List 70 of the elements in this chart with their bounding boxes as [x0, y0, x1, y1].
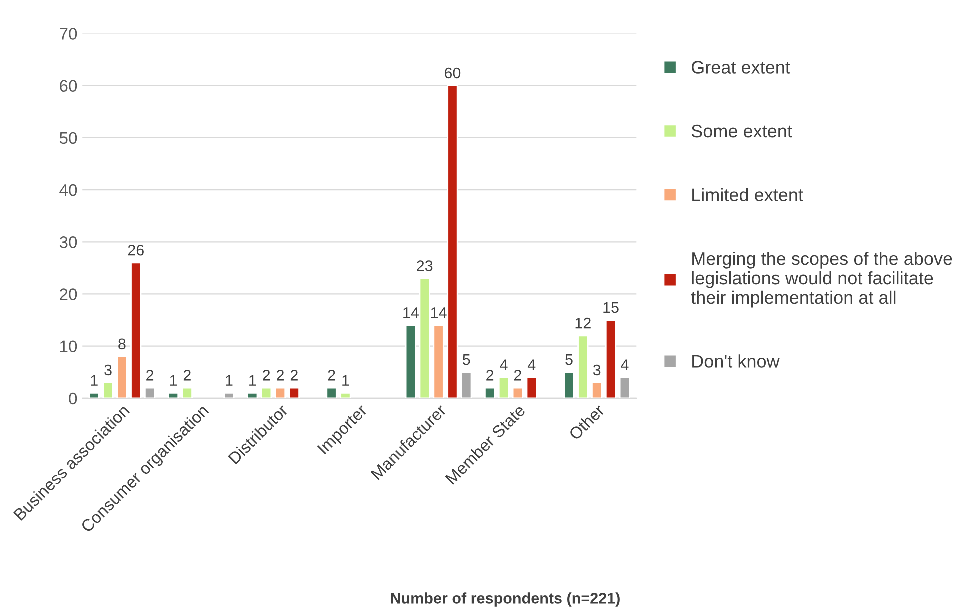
- bar: [144, 387, 156, 398]
- bar: [619, 376, 631, 398]
- data-label: 15: [604, 302, 619, 314]
- data-label: 1: [170, 375, 177, 386]
- data-label: 1: [342, 375, 350, 386]
- data-label: 1: [250, 375, 256, 386]
- data-label: 2: [277, 370, 284, 381]
- data-label: 2: [184, 370, 191, 381]
- data-label: 1: [91, 375, 98, 386]
- legend-label: Limited extent: [692, 188, 804, 202]
- y-tick-label: 70: [60, 28, 78, 40]
- bar: [461, 372, 472, 398]
- data-label: 2: [263, 370, 270, 381]
- bar: [484, 387, 496, 398]
- data-label: 12: [576, 318, 591, 329]
- data-label: 5: [463, 354, 470, 366]
- y-tick-label: 50: [60, 132, 78, 144]
- bar: [447, 85, 458, 398]
- bar: [116, 356, 128, 398]
- bar: [564, 372, 575, 398]
- bar: [224, 392, 235, 398]
- x-axis-title: Number of respondents (n=221): [391, 592, 620, 607]
- bar: [288, 387, 300, 398]
- data-label: 23: [417, 260, 433, 272]
- bar: [405, 324, 416, 398]
- y-tick-label: 20: [60, 288, 78, 300]
- bar: [260, 387, 272, 398]
- legend-label: Merging the scopes of the above legislations would not facilitate their implementation at all: [691, 252, 952, 308]
- data-label: 2: [486, 370, 494, 381]
- legend-label: Don't know: [692, 354, 780, 368]
- data-label: 2: [514, 370, 522, 381]
- y-tick-label: 40: [60, 184, 78, 196]
- bar: [102, 382, 114, 398]
- data-label: 4: [621, 360, 629, 370]
- bar: [247, 392, 258, 398]
- legend-label: Some extent: [692, 124, 792, 138]
- data-label: 14: [404, 308, 419, 318]
- y-tick-label: 60: [60, 80, 78, 92]
- data-label: 2: [146, 370, 154, 381]
- bar: [433, 324, 444, 398]
- data-label: 2: [290, 370, 298, 381]
- data-label: 3: [104, 364, 112, 376]
- bar: [605, 320, 617, 398]
- y-tick-label: 30: [60, 236, 78, 248]
- data-label: 1: [226, 375, 233, 386]
- bar: [592, 382, 603, 398]
- data-label: 14: [431, 308, 447, 318]
- y-tick-label: 10: [60, 340, 78, 353]
- data-label: 5: [566, 354, 573, 366]
- data-label: 4: [528, 360, 536, 370]
- data-label: 3: [593, 364, 601, 376]
- bar: [88, 392, 100, 398]
- bar: [578, 335, 589, 398]
- legend-label: Great extent: [692, 61, 790, 74]
- data-label: 26: [128, 244, 144, 256]
- bar: [526, 376, 538, 398]
- bar: [512, 387, 524, 398]
- data-label: 2: [328, 370, 336, 381]
- bar: [326, 387, 338, 398]
- data-label: 60: [445, 68, 461, 79]
- data-label: 4: [500, 360, 508, 370]
- bar: [340, 392, 352, 398]
- bar: [274, 387, 286, 398]
- bar: [182, 387, 193, 398]
- bar: [168, 392, 180, 398]
- bar: [130, 262, 142, 398]
- y-tick-label: 0: [69, 392, 78, 405]
- bar: [419, 278, 430, 398]
- bar: [498, 376, 510, 398]
- data-label: 8: [118, 338, 126, 350]
